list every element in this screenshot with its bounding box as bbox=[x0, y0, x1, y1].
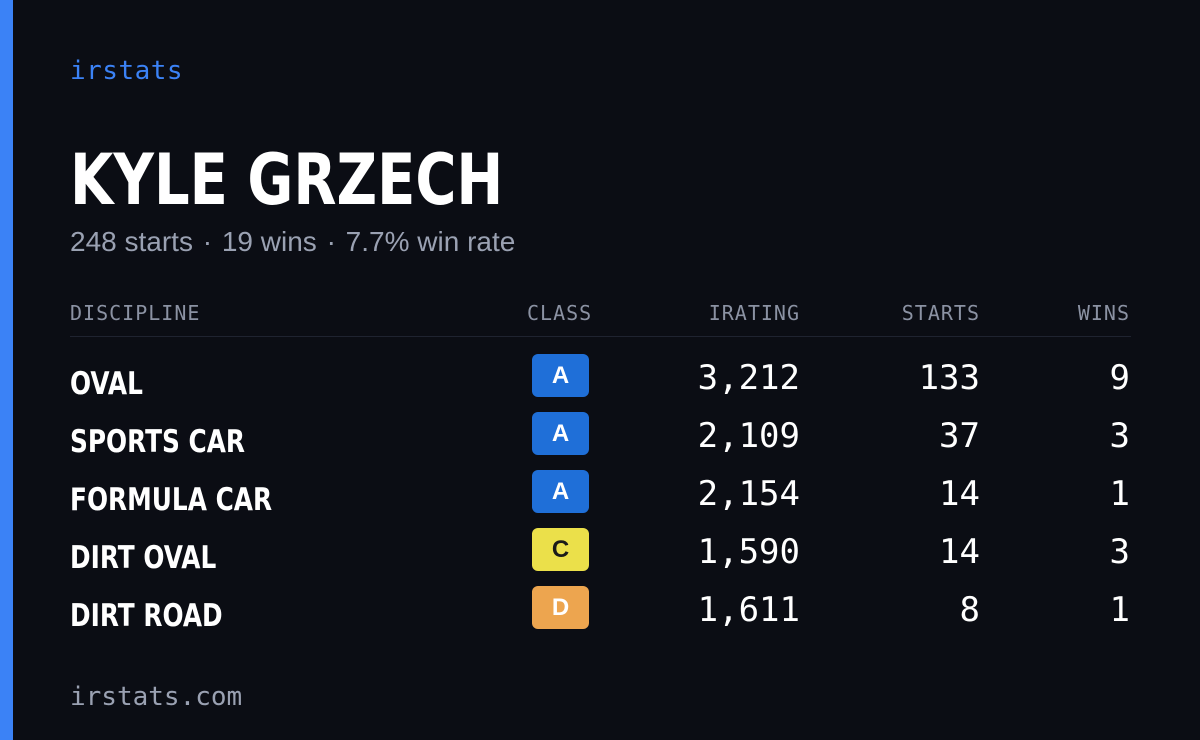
class-badge: A bbox=[532, 354, 589, 397]
discipline-name: OVAL bbox=[70, 366, 143, 402]
discipline-name: FORMULA CAR bbox=[70, 482, 273, 518]
irating-value: 3,212 bbox=[697, 358, 800, 398]
header-discipline: DISCIPLINE bbox=[70, 301, 201, 325]
wins-value: 9 bbox=[1109, 358, 1130, 398]
summary-separator: · bbox=[202, 226, 213, 257]
discipline-name: SPORTS CAR bbox=[70, 424, 246, 460]
wins-summary: 19 wins bbox=[221, 226, 317, 257]
brand-logo-text: irstats bbox=[70, 56, 184, 86]
table-row: OVAL A 3,212 133 9 bbox=[0, 354, 1200, 412]
table-row: FORMULA CAR A 2,154 14 1 bbox=[0, 470, 1200, 528]
summary-separator: · bbox=[326, 226, 336, 257]
starts-value: 37 bbox=[939, 416, 980, 456]
accent-bar bbox=[0, 0, 13, 740]
wins-value: 3 bbox=[1109, 532, 1130, 572]
irating-value: 2,154 bbox=[697, 474, 800, 514]
starts-value: 14 bbox=[939, 474, 980, 514]
discipline-name: DIRT OVAL bbox=[70, 540, 217, 576]
header-irating: IRATING bbox=[708, 301, 800, 325]
irating-value: 1,590 bbox=[697, 532, 800, 572]
driver-name: KYLE GRZECH bbox=[70, 139, 504, 221]
wins-value: 1 bbox=[1109, 474, 1130, 514]
win-rate-summary: 7.7% win rate bbox=[345, 226, 516, 257]
starts-value: 133 bbox=[918, 358, 980, 398]
header-wins: WINS bbox=[1077, 301, 1130, 325]
discipline-name: DIRT ROAD bbox=[70, 598, 223, 634]
irating-value: 2,109 bbox=[697, 416, 800, 456]
irating-value: 1,611 bbox=[697, 590, 800, 630]
starts-summary: 248 starts bbox=[70, 226, 193, 257]
table-row: DIRT OVAL C 1,590 14 3 bbox=[0, 528, 1200, 586]
header-starts: STARTS bbox=[901, 301, 980, 325]
header-divider bbox=[70, 336, 1131, 337]
header-class: CLASS bbox=[527, 301, 593, 325]
driver-summary: 248 starts · 19 wins · 7.7% win rate bbox=[70, 226, 515, 258]
table-row: SPORTS CAR A 2,109 37 3 bbox=[0, 412, 1200, 470]
starts-value: 8 bbox=[959, 590, 980, 630]
footer-url: irstats.com bbox=[70, 682, 243, 712]
starts-value: 14 bbox=[939, 532, 980, 572]
wins-value: 3 bbox=[1109, 416, 1130, 456]
class-badge: D bbox=[532, 586, 589, 629]
class-badge: C bbox=[532, 528, 589, 571]
wins-value: 1 bbox=[1109, 590, 1130, 630]
class-badge: A bbox=[532, 412, 589, 455]
table-row: DIRT ROAD D 1,611 8 1 bbox=[0, 586, 1200, 644]
class-badge: A bbox=[532, 470, 589, 513]
